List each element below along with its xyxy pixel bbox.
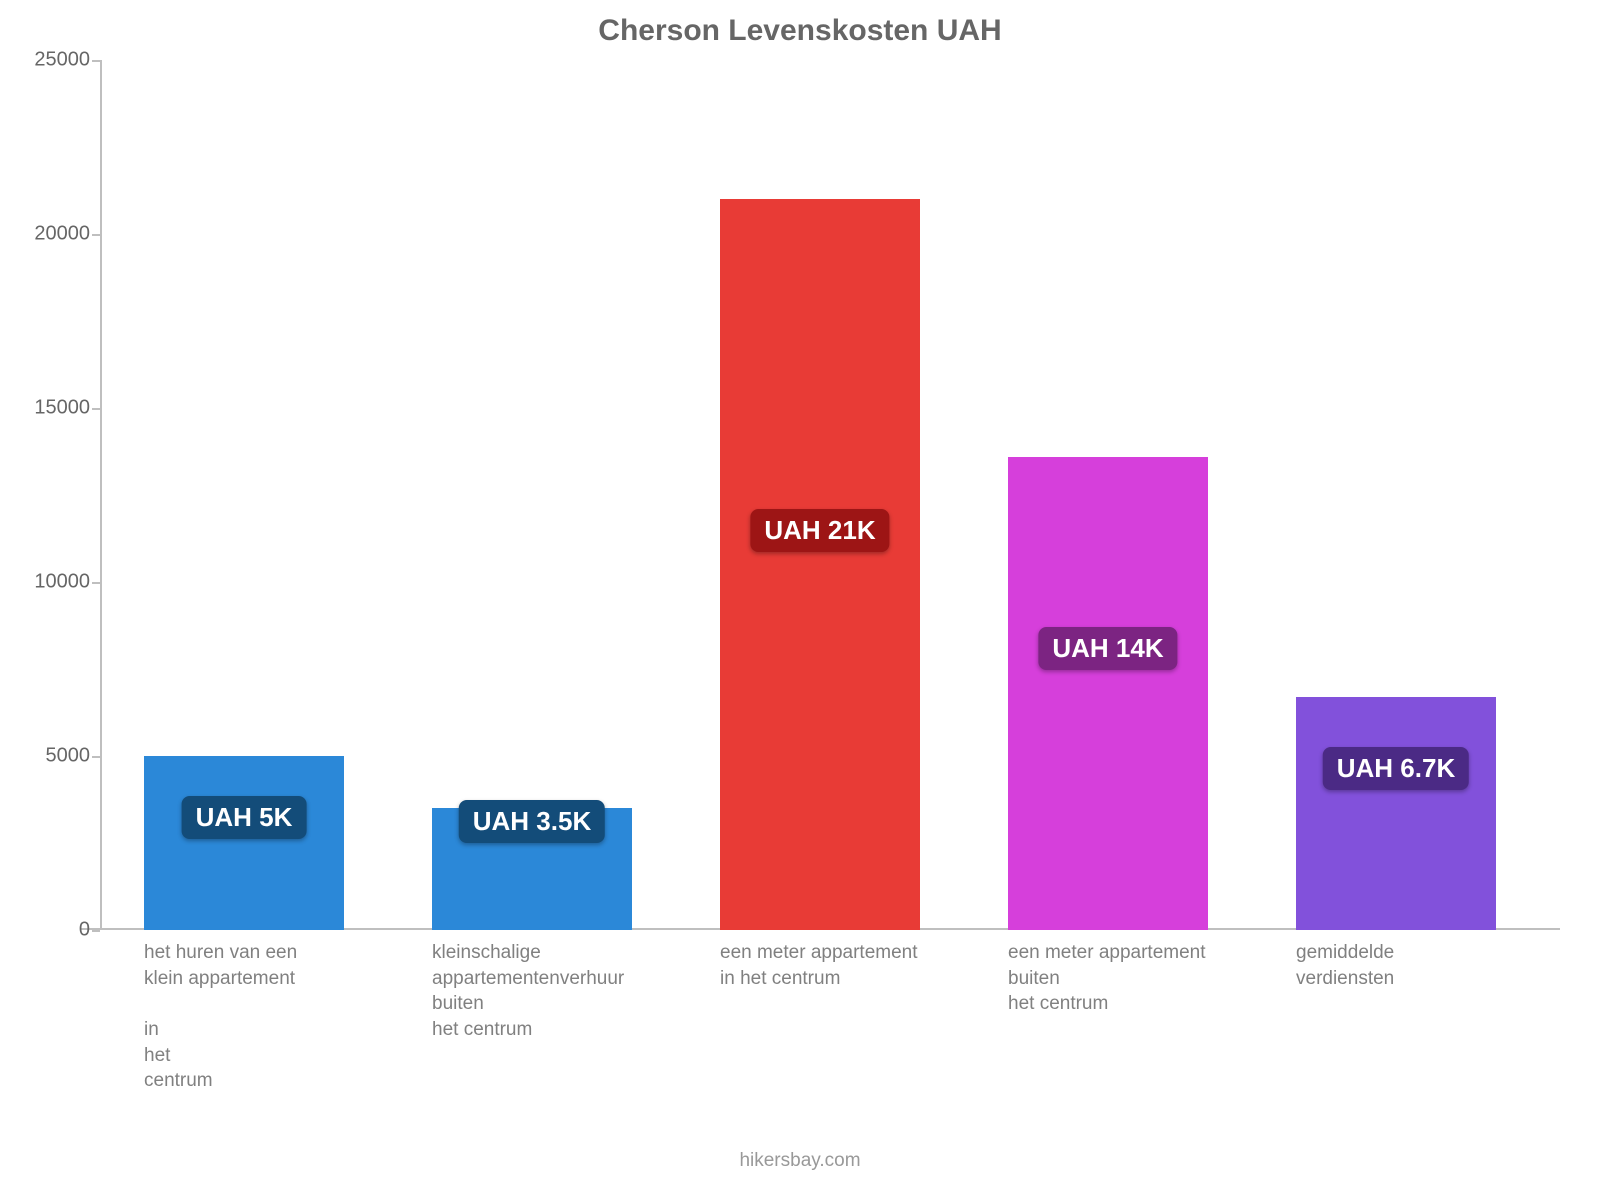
- ytick-label: 0: [10, 919, 90, 942]
- x-category-label: gemiddelde verdiensten: [1296, 940, 1536, 991]
- bar-value-label: UAH 14K: [1038, 627, 1177, 670]
- ytick-mark: [92, 582, 100, 584]
- bar: UAH 6.7K: [1296, 697, 1496, 930]
- ytick-mark: [92, 234, 100, 236]
- ytick-label: 15000: [10, 397, 90, 420]
- ytick-mark: [92, 756, 100, 758]
- ytick-label: 5000: [10, 745, 90, 768]
- plot-area: 0500010000150002000025000UAH 5KUAH 3.5KU…: [100, 60, 1540, 930]
- y-axis-line: [100, 60, 102, 930]
- ytick-mark: [92, 60, 100, 62]
- ytick-label: 10000: [10, 571, 90, 594]
- bar: UAH 5K: [144, 756, 344, 930]
- x-category-label: kleinschalige appartementenverhuur buite…: [432, 940, 672, 1043]
- bar: UAH 14K: [1008, 457, 1208, 930]
- chart-container: Cherson Levenskosten UAH 0 5000 10000 15000…: [0, 0, 1600, 1200]
- attribution-text: hikersbay.com: [0, 1150, 1600, 1172]
- bar-value-label: UAH 5K: [182, 796, 307, 839]
- ytick-mark: [92, 408, 100, 410]
- bar: UAH 3.5K: [432, 808, 632, 930]
- ytick-label: 20000: [10, 223, 90, 246]
- bar-value-label: UAH 3.5K: [459, 800, 605, 843]
- bar-value-label: UAH 6.7K: [1323, 747, 1469, 790]
- x-category-label: het huren van een klein appartement in h…: [144, 940, 384, 1094]
- x-category-label: een meter appartement in het centrum: [720, 940, 960, 991]
- ytick-mark: [92, 930, 100, 932]
- bar: UAH 21K: [720, 199, 920, 930]
- bar-value-label: UAH 21K: [750, 509, 889, 552]
- x-category-label: een meter appartement buiten het centrum: [1008, 940, 1248, 1017]
- chart-title: Cherson Levenskosten UAH: [0, 14, 1600, 48]
- ytick-label: 25000: [10, 49, 90, 72]
